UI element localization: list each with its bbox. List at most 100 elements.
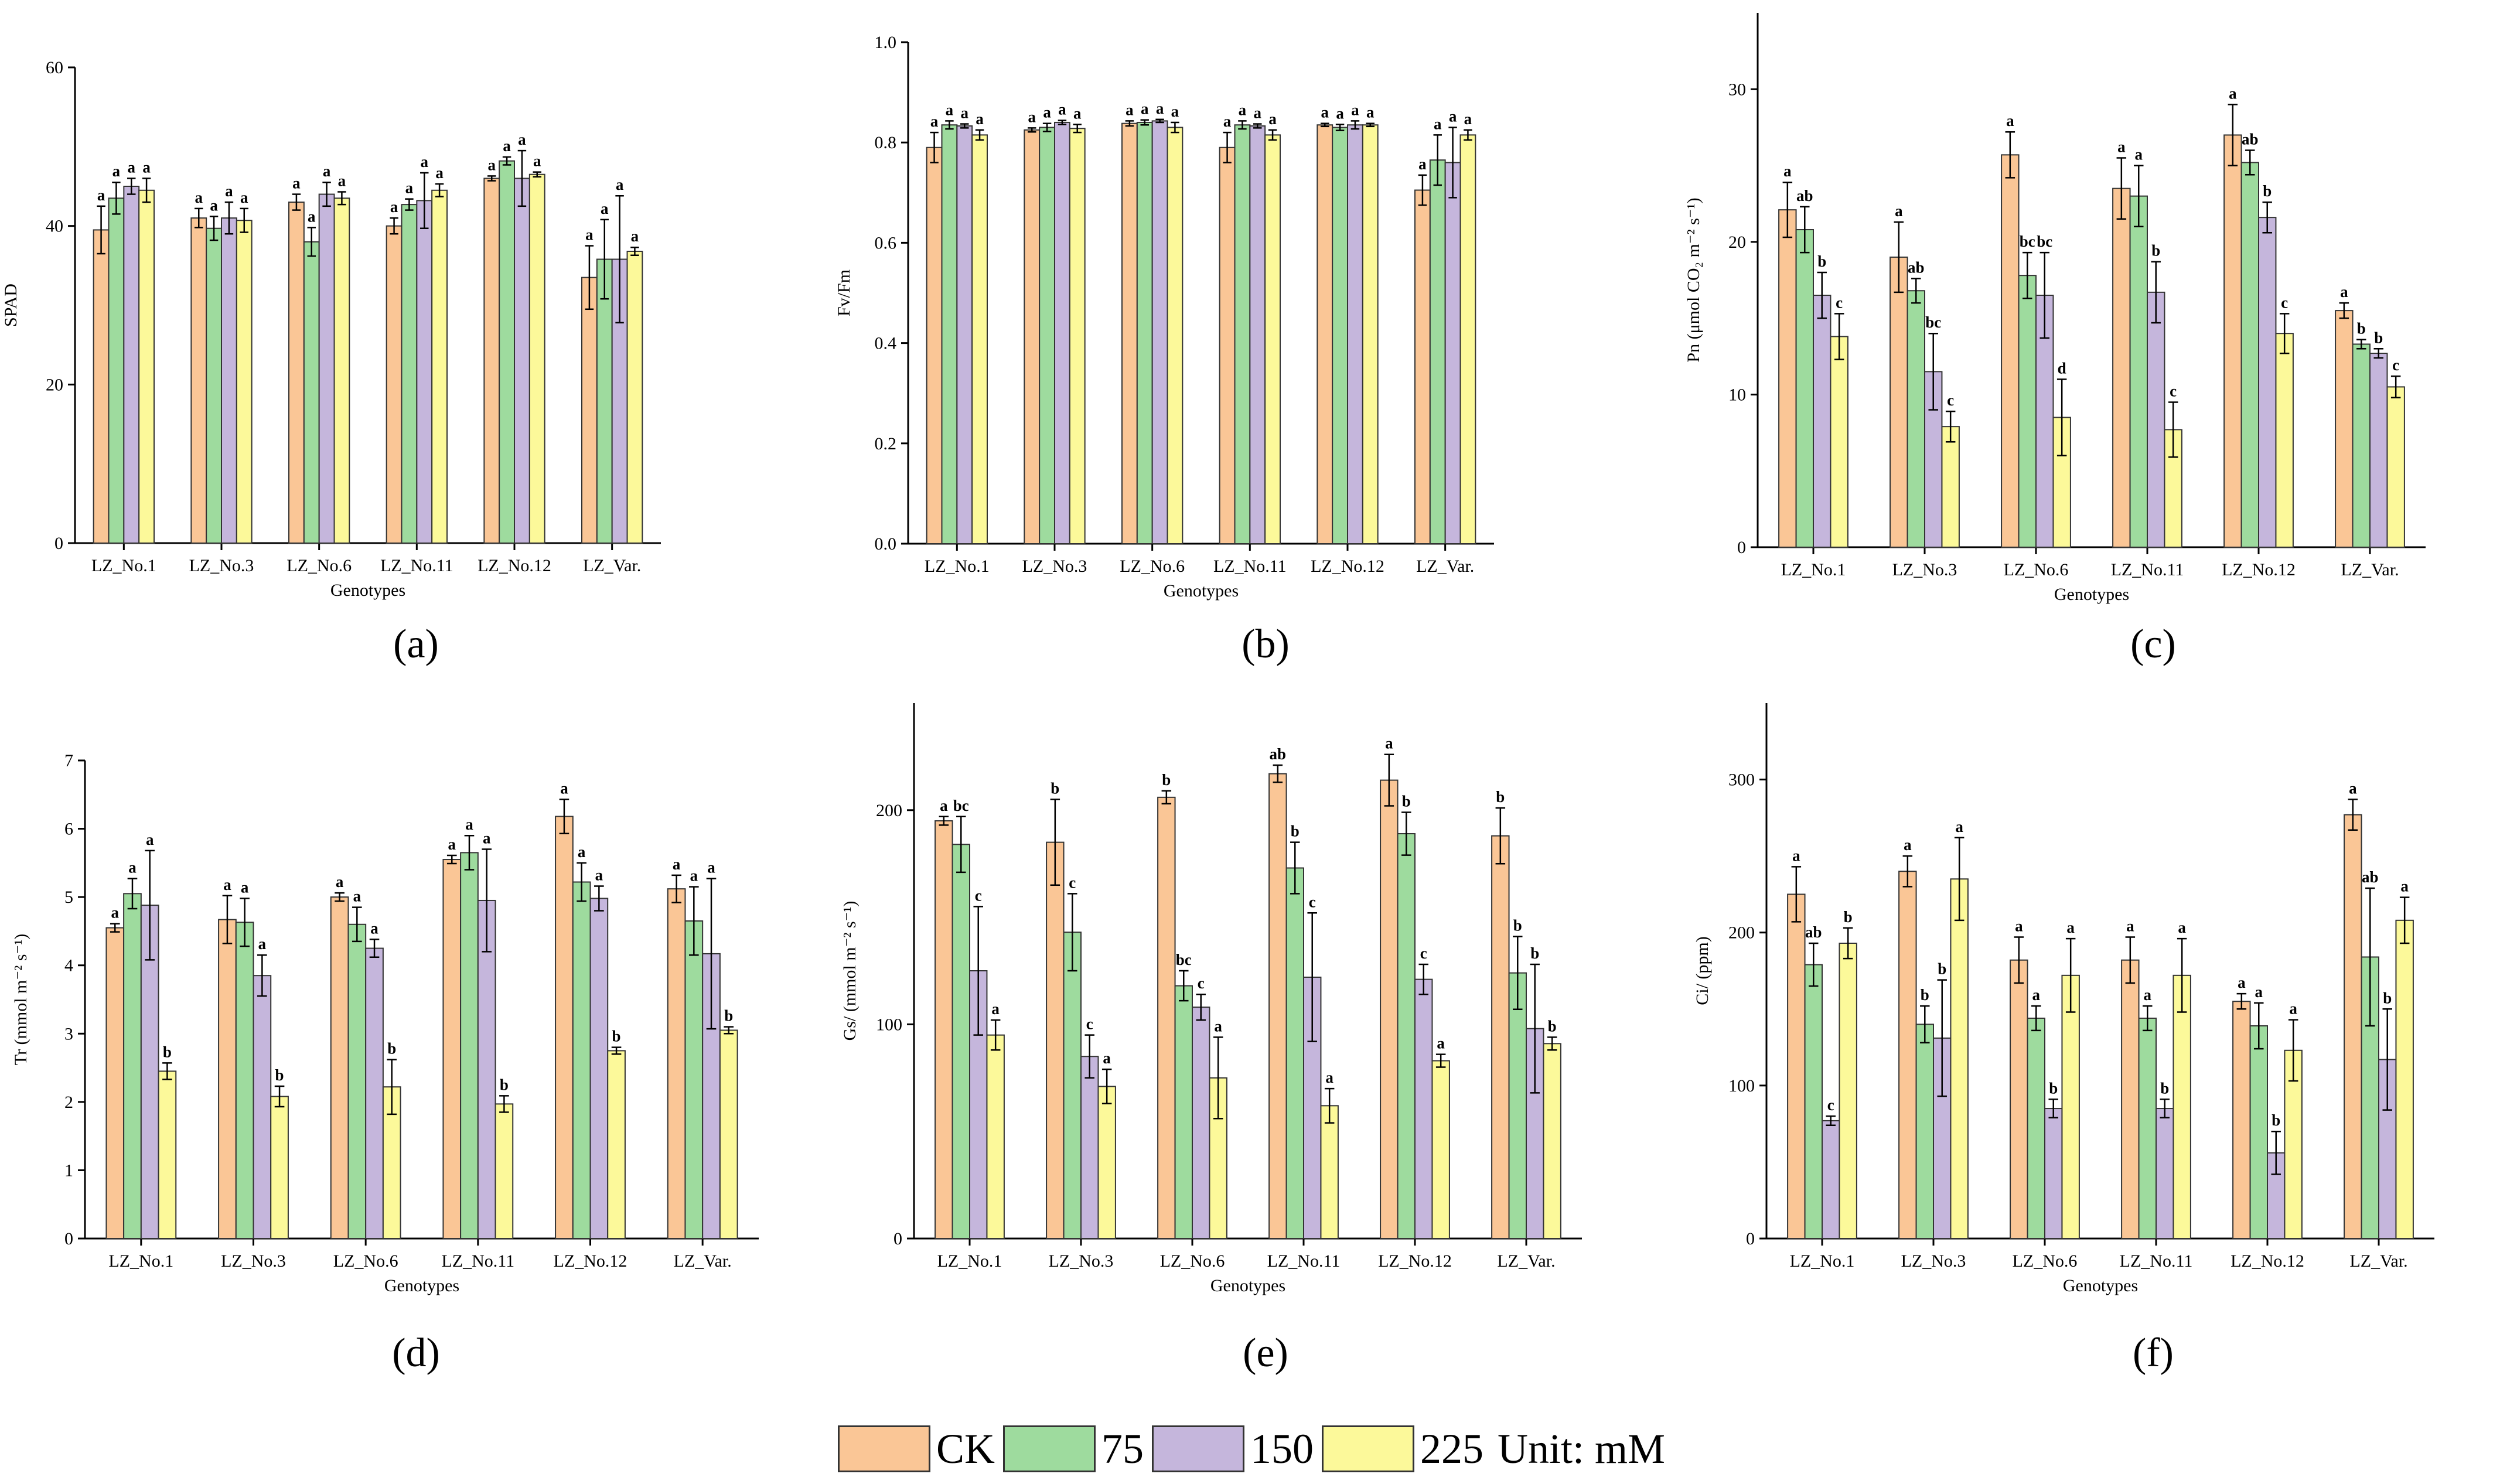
x-tick-label: LZ_Var. xyxy=(1416,557,1474,576)
y-axis-title: Ci/ (ppm) xyxy=(1693,936,1712,1005)
bar-225-lz-no-1 xyxy=(138,189,155,544)
bar-225-lz-no-11 xyxy=(1320,1105,1339,1239)
significance-letter: c xyxy=(2392,356,2399,374)
bar-150-lz-no-3 xyxy=(221,217,237,544)
bar-75-lz-var xyxy=(1508,972,1527,1239)
legend-item-ck: CK xyxy=(838,1425,995,1473)
bar-ck-lz-var xyxy=(2335,310,2354,548)
x-tick-label: LZ_No.1 xyxy=(1790,1251,1855,1271)
bar-75-lz-no-11 xyxy=(1285,867,1304,1239)
significance-letter: a xyxy=(518,131,526,148)
x-axis-title: Genotypes xyxy=(384,1276,459,1295)
bar-225-lz-var xyxy=(1543,1043,1561,1240)
bar-ck-lz-no-11 xyxy=(386,225,403,544)
y-axis-title: Fv/Fm xyxy=(834,269,854,316)
significance-letter: b xyxy=(724,1007,733,1025)
significance-letter: b xyxy=(275,1066,284,1084)
significance-letter: a xyxy=(2117,138,2126,156)
y-axis-title: Pn (μmol CO₂ m⁻² s⁻¹) xyxy=(1684,197,1703,362)
bar-ck-lz-no-3 xyxy=(218,919,237,1239)
x-tick-label: LZ_No.6 xyxy=(333,1251,398,1271)
bar-ck-lz-var xyxy=(1414,189,1431,544)
significance-letter: a xyxy=(2349,780,2357,797)
bar-225-lz-no-12 xyxy=(1362,124,1379,545)
y-tick-label: 0 xyxy=(64,1229,73,1248)
significance-letter: b xyxy=(2151,242,2160,260)
bar-225-lz-no-6 xyxy=(1167,127,1184,544)
significance-letter: ab xyxy=(2362,868,2379,886)
bar-150-lz-no-11 xyxy=(2156,1108,2174,1239)
x-tick-label: LZ_No.1 xyxy=(937,1251,1002,1271)
bar-75-lz-no-1 xyxy=(1795,229,1815,548)
x-axis-title: Genotypes xyxy=(2054,585,2129,604)
significance-letter: a xyxy=(435,164,444,182)
significance-letter: b xyxy=(1291,823,1300,840)
bar-75-lz-no-11 xyxy=(401,204,418,544)
significance-letter: ab xyxy=(2242,131,2259,148)
bar-150-lz-no-12 xyxy=(514,178,530,544)
significance-letter: a xyxy=(1792,847,1800,864)
significance-letter: a xyxy=(1321,104,1329,121)
y-tick-label: 1.0 xyxy=(875,33,897,52)
bar-ck-lz-no-6 xyxy=(2001,154,2020,548)
bar-75-lz-no-1 xyxy=(941,124,958,545)
bar-ck-lz-no-3 xyxy=(190,217,207,544)
bar-225-lz-no-12 xyxy=(607,1050,626,1240)
x-tick-label: LZ_Var. xyxy=(2341,560,2399,579)
significance-letter: b xyxy=(2160,1079,2169,1097)
bar-75-lz-no-12 xyxy=(2240,162,2259,548)
significance-letter: a xyxy=(112,162,121,180)
bar-ck-lz-var xyxy=(2344,814,2362,1240)
y-tick-label: 20 xyxy=(46,375,63,394)
significance-letter: a xyxy=(533,152,541,170)
significance-letter: bc xyxy=(1176,951,1192,968)
x-tick-label: LZ_No.12 xyxy=(2222,560,2296,579)
significance-letter: b xyxy=(1938,960,1946,978)
y-tick-label: 0.0 xyxy=(875,534,897,554)
significance-letter: a xyxy=(223,876,231,893)
significance-letter: c xyxy=(975,886,982,904)
bar-75-lz-var xyxy=(2352,343,2371,548)
bar-150-lz-no-3 xyxy=(253,975,272,1239)
bar-150-lz-no-6 xyxy=(318,193,335,544)
x-tick-label: LZ_No.12 xyxy=(1378,1251,1452,1271)
y-tick-label: 0 xyxy=(893,1229,902,1248)
significance-letter: a xyxy=(2006,112,2014,129)
significance-letter: a xyxy=(1895,202,1903,220)
significance-letter: a xyxy=(97,186,105,204)
x-tick-label: LZ_No.6 xyxy=(287,556,352,575)
y-tick-label: 30 xyxy=(1728,80,1746,99)
significance-letter: a xyxy=(142,158,151,176)
significance-letter: b xyxy=(1548,1017,1557,1035)
bar-225-lz-no-6 xyxy=(333,197,350,544)
significance-letter: c xyxy=(1836,294,1843,311)
bar-ck-lz-no-12 xyxy=(1380,779,1399,1239)
significance-letter: b xyxy=(1402,792,1411,810)
significance-letter: ab xyxy=(1908,258,1925,276)
significance-letter: ab xyxy=(1270,745,1287,763)
significance-letter: a xyxy=(1254,104,1262,122)
x-tick-label: LZ_No.1 xyxy=(108,1251,173,1271)
bar-150-lz-no-3 xyxy=(1080,1056,1099,1239)
significance-letter: a xyxy=(488,156,496,173)
legend-unit: Unit: mM xyxy=(1498,1425,1666,1472)
significance-letter: ab xyxy=(1796,187,1813,204)
significance-letter: b xyxy=(1051,780,1059,797)
chart-panel-e: 0 100 200 Gs/ (mmol m⁻² s⁻¹) Genotypes LZ_No.… xyxy=(832,691,1664,1412)
bar-75-lz-no-11 xyxy=(1234,124,1251,545)
bar-ck-lz-no-1 xyxy=(105,927,125,1240)
y-tick-label: 0 xyxy=(1737,538,1746,557)
bar-150-lz-no-11 xyxy=(1249,125,1266,544)
significance-letter: c xyxy=(1069,874,1076,891)
significance-letter: bc xyxy=(2037,233,2052,250)
legend-swatch-150 xyxy=(1152,1425,1245,1472)
significance-letter: a xyxy=(336,873,344,891)
significance-letter: b xyxy=(387,1040,396,1057)
significance-letter: a xyxy=(390,198,398,216)
bar-225-lz-no-3 xyxy=(1097,1086,1116,1239)
x-tick-label: LZ_Var. xyxy=(2349,1251,2407,1271)
bar-75-lz-no-3 xyxy=(206,227,222,544)
significance-letter: b xyxy=(1844,908,1853,926)
x-tick-label: LZ_No.1 xyxy=(91,556,156,575)
